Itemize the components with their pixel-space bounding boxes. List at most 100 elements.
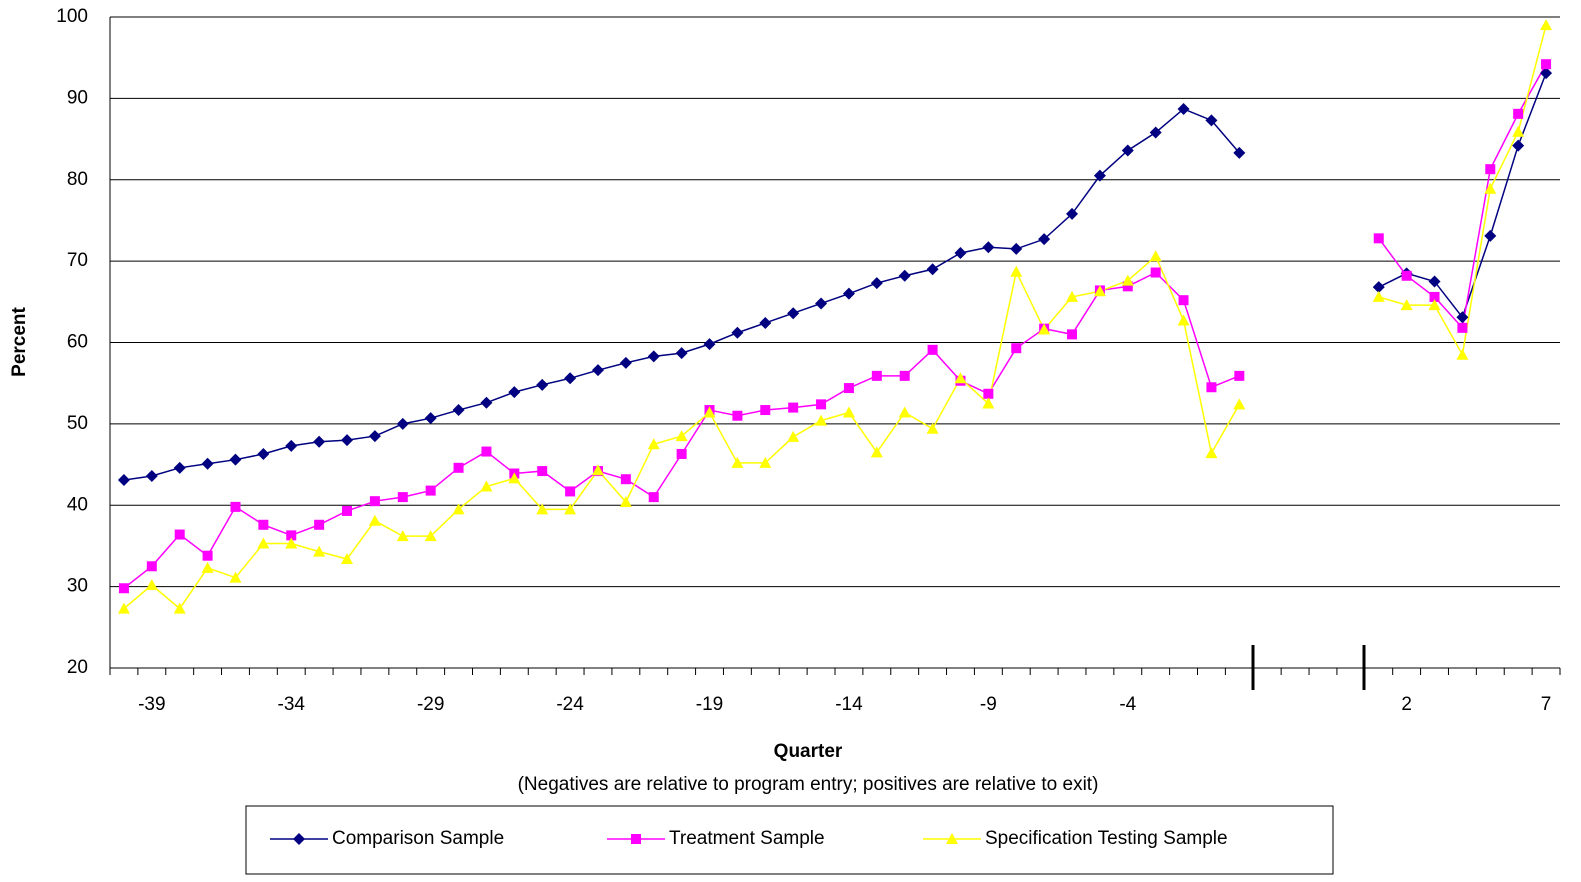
data-point <box>1233 146 1246 159</box>
data-point <box>954 246 967 259</box>
data-point <box>591 364 604 377</box>
data-point <box>759 456 772 468</box>
data-point <box>424 530 437 542</box>
data-point <box>731 326 744 339</box>
x-tick-label: -4 <box>1119 694 1136 715</box>
data-point <box>648 492 659 503</box>
x-tick-label: -14 <box>835 694 863 715</box>
y-tick-label: 20 <box>67 657 88 678</box>
y-tick-label: 60 <box>67 332 88 353</box>
data-point <box>591 464 604 476</box>
data-point <box>1540 19 1553 31</box>
data-point <box>703 338 716 351</box>
data-point <box>619 495 632 507</box>
y-tick-label: 50 <box>67 413 88 434</box>
data-point <box>508 386 521 399</box>
data-point <box>257 537 270 549</box>
data-point <box>676 448 687 459</box>
data-point <box>369 496 380 507</box>
data-point <box>1484 229 1497 242</box>
data-point <box>173 461 186 474</box>
x-tick-label: -39 <box>138 694 165 715</box>
data-point <box>425 485 436 496</box>
x-tick-label: -19 <box>696 694 723 715</box>
data-point <box>1541 59 1552 70</box>
data-point <box>480 396 493 409</box>
data-point <box>871 370 882 381</box>
data-point <box>1401 270 1412 281</box>
data-point <box>536 378 549 391</box>
data-point <box>368 514 381 526</box>
series-line <box>123 72 1547 481</box>
data-point <box>870 277 883 290</box>
legend-box <box>245 805 1334 875</box>
data-point <box>731 456 744 468</box>
y-tick-label: 40 <box>67 494 88 515</box>
data-point <box>564 503 577 515</box>
data-point <box>675 347 688 360</box>
data-point <box>1512 125 1525 137</box>
data-point <box>927 344 938 355</box>
data-point <box>787 307 800 320</box>
data-point <box>1177 102 1190 115</box>
data-point <box>1233 398 1246 410</box>
data-point <box>1066 207 1079 220</box>
data-point <box>1372 281 1385 294</box>
data-point <box>537 466 548 477</box>
data-point <box>926 422 939 434</box>
marker <box>293 833 305 845</box>
data-point <box>926 263 939 276</box>
data-point <box>1373 233 1384 244</box>
data-point <box>1093 285 1106 297</box>
data-point <box>118 583 129 594</box>
data-point <box>619 356 632 369</box>
data-point <box>1178 295 1189 306</box>
data-point <box>1456 311 1469 324</box>
data-point <box>1011 343 1022 354</box>
data-point <box>285 537 298 549</box>
data-point <box>982 397 995 409</box>
data-point <box>452 503 465 515</box>
legend-entry: Specification Testing Sample <box>923 828 1228 849</box>
data-point <box>1010 242 1023 255</box>
data-point <box>117 474 130 487</box>
x-tick-label: -9 <box>980 694 997 715</box>
x-tick-label: 7 <box>1541 694 1552 715</box>
x-tick-label: -34 <box>278 694 306 715</box>
data-point <box>1485 164 1496 175</box>
data-point <box>1038 323 1051 335</box>
data-point <box>230 501 241 512</box>
y-tick-label: 70 <box>67 250 88 271</box>
data-point <box>620 474 631 485</box>
x-tick-label: 2 <box>1401 694 1412 715</box>
data-point <box>1149 126 1162 139</box>
data-point <box>816 399 827 410</box>
data-point <box>396 530 409 542</box>
data-point <box>1149 250 1162 262</box>
data-point <box>954 372 967 384</box>
data-point <box>564 372 577 385</box>
marker <box>631 834 641 844</box>
data-point <box>1150 267 1161 278</box>
legend-entry: Comparison Sample <box>270 828 504 849</box>
data-point <box>843 383 854 394</box>
data-point <box>424 412 437 425</box>
data-point <box>703 406 716 418</box>
data-point <box>983 388 994 399</box>
legend-entry: Treatment Sample <box>607 828 825 849</box>
data-point <box>565 486 576 497</box>
data-point <box>842 287 855 300</box>
data-point <box>173 602 186 614</box>
data-point <box>368 430 381 443</box>
data-point <box>117 602 130 614</box>
x-axis-note: (Negatives are relative to program entry… <box>518 774 1099 795</box>
data-point <box>870 446 883 458</box>
legend-label: Specification Testing Sample <box>985 828 1228 849</box>
data-point <box>1513 108 1524 119</box>
data-point <box>229 571 242 583</box>
data-point <box>1067 329 1078 340</box>
data-point <box>898 269 911 282</box>
data-point <box>1428 299 1441 311</box>
data-point <box>759 316 772 329</box>
